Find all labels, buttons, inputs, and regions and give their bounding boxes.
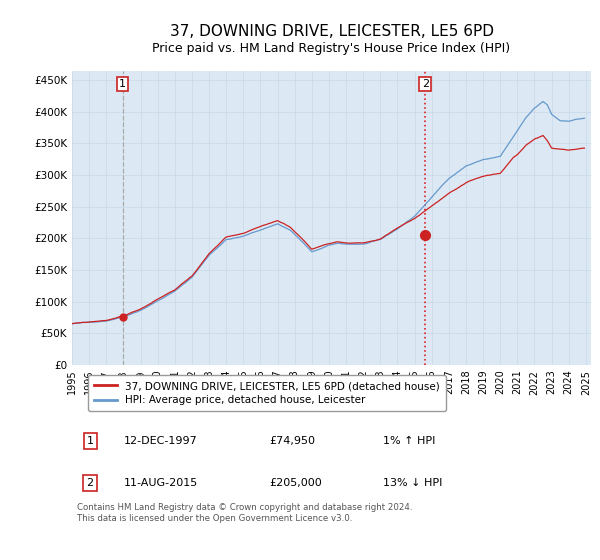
Text: 11-AUG-2015: 11-AUG-2015 (124, 478, 198, 488)
Text: £205,000: £205,000 (269, 478, 322, 488)
Text: 13% ↓ HPI: 13% ↓ HPI (383, 478, 443, 488)
Text: 1% ↑ HPI: 1% ↑ HPI (383, 436, 436, 446)
Text: 12-DEC-1997: 12-DEC-1997 (124, 436, 197, 446)
Text: 2: 2 (86, 478, 94, 488)
Text: 1: 1 (119, 79, 126, 89)
Text: 2: 2 (422, 79, 429, 89)
Text: 37, DOWNING DRIVE, LEICESTER, LE5 6PD: 37, DOWNING DRIVE, LEICESTER, LE5 6PD (170, 24, 493, 39)
Text: Price paid vs. HM Land Registry's House Price Index (HPI): Price paid vs. HM Land Registry's House … (152, 42, 511, 55)
Legend: 37, DOWNING DRIVE, LEICESTER, LE5 6PD (detached house), HPI: Average price, deta: 37, DOWNING DRIVE, LEICESTER, LE5 6PD (d… (88, 375, 446, 412)
Text: Contains HM Land Registry data © Crown copyright and database right 2024.
This d: Contains HM Land Registry data © Crown c… (77, 503, 413, 522)
Text: 1: 1 (86, 436, 94, 446)
Text: £74,950: £74,950 (269, 436, 315, 446)
